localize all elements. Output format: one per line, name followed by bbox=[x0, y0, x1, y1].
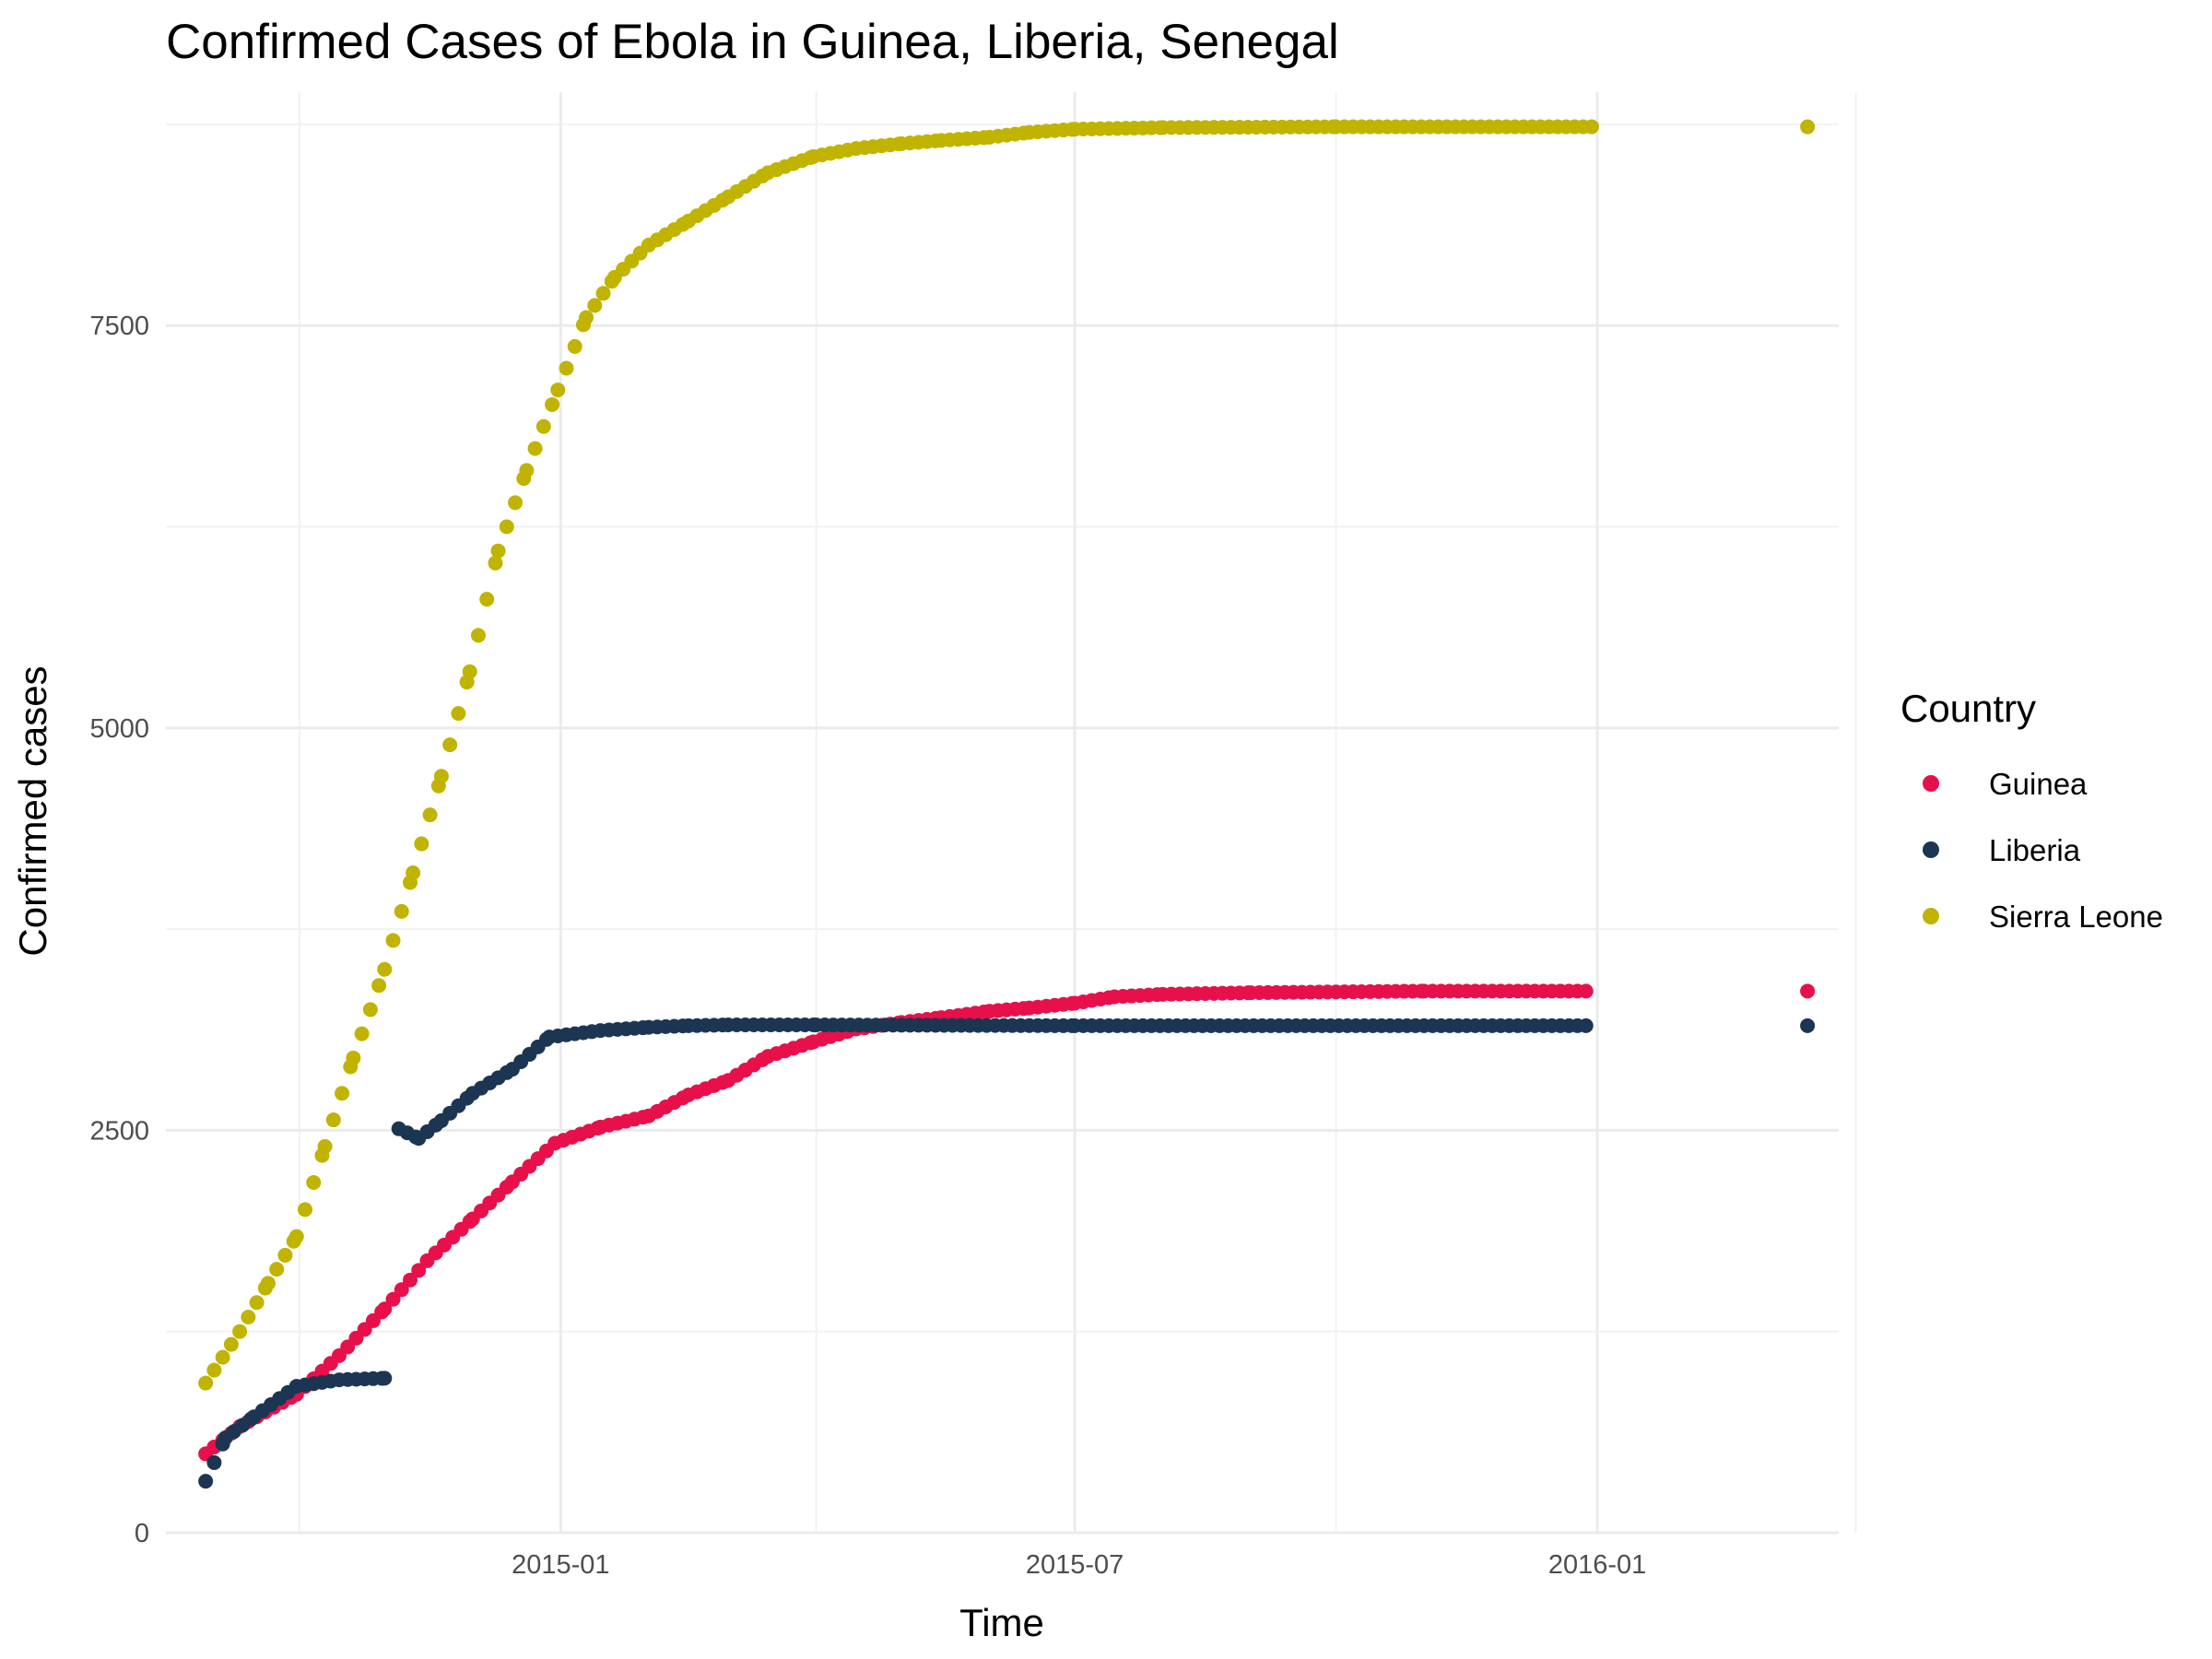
data-point bbox=[394, 1282, 409, 1298]
data-point bbox=[362, 1002, 378, 1018]
y-tick-label: 5000 bbox=[89, 714, 149, 744]
legend-key bbox=[1923, 908, 1939, 924]
data-point bbox=[198, 1375, 214, 1391]
data-point bbox=[288, 1229, 304, 1244]
data-point bbox=[215, 1349, 230, 1365]
x-tick-label: 2016-01 bbox=[1548, 1550, 1646, 1580]
plot-points bbox=[198, 119, 1816, 1489]
data-point bbox=[451, 706, 466, 722]
data-point bbox=[414, 836, 429, 852]
data-point bbox=[550, 382, 566, 398]
legend-label: Liberia bbox=[1989, 833, 2081, 867]
data-point bbox=[587, 298, 603, 313]
data-point bbox=[377, 1301, 393, 1317]
x-axis-ticks: 2015-01 2015-07 2016-01 bbox=[512, 1550, 1646, 1580]
y-tick-label: 0 bbox=[135, 1519, 149, 1548]
data-point bbox=[490, 543, 506, 559]
y-tick-label: 2500 bbox=[89, 1116, 149, 1146]
data-point bbox=[433, 769, 449, 784]
y-axis-ticks: 0 2500 5000 7500 bbox=[89, 312, 149, 1548]
data-point bbox=[260, 1276, 276, 1291]
legend-label: Guinea bbox=[1989, 767, 2088, 801]
data-point bbox=[499, 519, 514, 535]
data-point bbox=[519, 463, 535, 478]
data-point bbox=[325, 1112, 341, 1128]
data-point bbox=[206, 1454, 222, 1470]
series-sierra-leone bbox=[198, 119, 1816, 1391]
data-point bbox=[241, 1309, 256, 1324]
data-point bbox=[535, 418, 551, 434]
data-point bbox=[406, 865, 421, 880]
data-point bbox=[403, 1272, 418, 1288]
data-point bbox=[488, 555, 503, 571]
data-point bbox=[232, 1324, 248, 1339]
data-point bbox=[297, 1202, 312, 1218]
legend-label: Sierra Leone bbox=[1989, 900, 2163, 934]
data-point bbox=[559, 360, 574, 376]
data-point bbox=[249, 1295, 265, 1311]
series-liberia bbox=[198, 1018, 1816, 1489]
data-point bbox=[595, 286, 611, 301]
data-point bbox=[385, 933, 401, 948]
data-point bbox=[385, 1291, 401, 1307]
legend-key bbox=[1923, 841, 1939, 858]
data-point bbox=[371, 978, 387, 994]
data-point bbox=[1800, 983, 1816, 999]
data-point bbox=[1583, 119, 1599, 135]
data-point bbox=[198, 1474, 214, 1489]
legend: Country Guinea Liberia Sierra Leone bbox=[1900, 687, 2163, 934]
y-tick-label: 7500 bbox=[89, 312, 149, 341]
data-point bbox=[377, 1371, 393, 1386]
data-point bbox=[1800, 119, 1816, 135]
data-point bbox=[567, 338, 582, 354]
data-point bbox=[206, 1362, 222, 1378]
data-point bbox=[306, 1174, 322, 1190]
data-point bbox=[277, 1247, 293, 1263]
data-point bbox=[1578, 1018, 1594, 1033]
data-point bbox=[479, 592, 495, 607]
x-tick-label: 2015-01 bbox=[512, 1550, 609, 1580]
plot-grid bbox=[166, 92, 1857, 1535]
data-point bbox=[377, 961, 393, 977]
data-point bbox=[269, 1262, 285, 1277]
x-tick-label: 2015-07 bbox=[1026, 1550, 1124, 1580]
legend-title: Country bbox=[1900, 687, 2036, 730]
data-point bbox=[354, 1026, 370, 1041]
data-point bbox=[1800, 1018, 1816, 1033]
data-point bbox=[545, 396, 560, 412]
data-point bbox=[442, 737, 458, 753]
data-point bbox=[346, 1050, 361, 1065]
data-point bbox=[527, 441, 543, 456]
data-point bbox=[508, 495, 524, 511]
data-point bbox=[470, 628, 486, 643]
data-point bbox=[317, 1138, 333, 1154]
chart-title: Confirmed Cases of Ebola in Guinea, Libe… bbox=[166, 15, 1339, 69]
data-point bbox=[411, 1263, 427, 1278]
data-point bbox=[579, 310, 594, 325]
data-point bbox=[335, 1086, 350, 1101]
series-guinea bbox=[198, 983, 1816, 1462]
y-axis-title: Confirmed cases bbox=[11, 665, 54, 956]
data-point bbox=[422, 807, 438, 823]
data-point bbox=[1578, 983, 1594, 999]
data-point bbox=[223, 1336, 239, 1352]
data-point bbox=[462, 664, 477, 679]
legend-key bbox=[1923, 775, 1939, 792]
data-point bbox=[394, 903, 409, 919]
x-axis-title: Time bbox=[959, 1601, 1044, 1644]
